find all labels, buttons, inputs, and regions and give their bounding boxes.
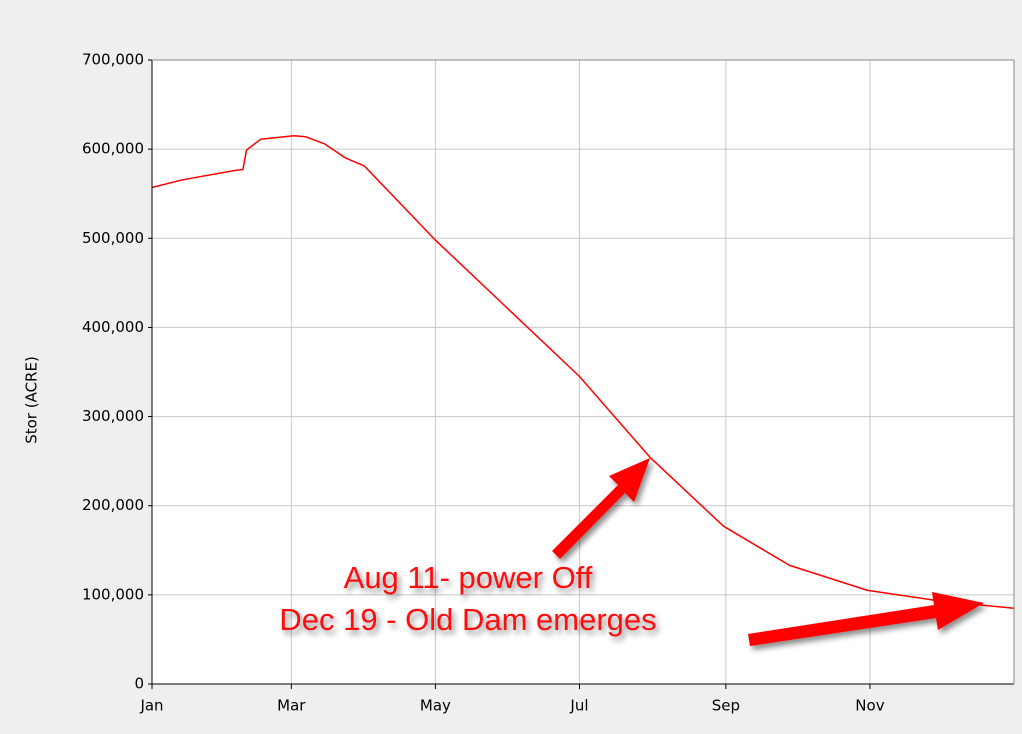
x-tick-label: May — [420, 697, 451, 715]
y-tick-label: 600,000 — [82, 140, 144, 158]
x-tick-label: Nov — [855, 697, 884, 715]
y-axis-label: Stor (ACRE) — [23, 356, 41, 444]
x-tick-label: Jul — [569, 697, 588, 715]
x-tick-label: Sep — [712, 697, 740, 715]
y-tick-label: 100,000 — [82, 585, 144, 603]
y-tick-label: 200,000 — [82, 496, 144, 514]
data-line — [151, 135, 1015, 609]
y-tick-label: 300,000 — [82, 407, 144, 425]
x-tick-label: Mar — [277, 697, 306, 715]
y-tick-label: 700,000 — [82, 51, 144, 69]
arrows — [552, 458, 984, 646]
y-tick-label: 400,000 — [82, 318, 144, 336]
arrow — [748, 592, 984, 646]
series — [151, 135, 1015, 609]
x-tick-label: Jan — [139, 697, 163, 715]
annotation: Dec 19 - Old Dam emerges — [279, 602, 656, 637]
y-tick-label: 0 — [134, 675, 144, 693]
annotation: Aug 11- power Off — [344, 560, 593, 595]
arrow — [552, 458, 650, 559]
y-tick-label: 500,000 — [82, 229, 144, 247]
